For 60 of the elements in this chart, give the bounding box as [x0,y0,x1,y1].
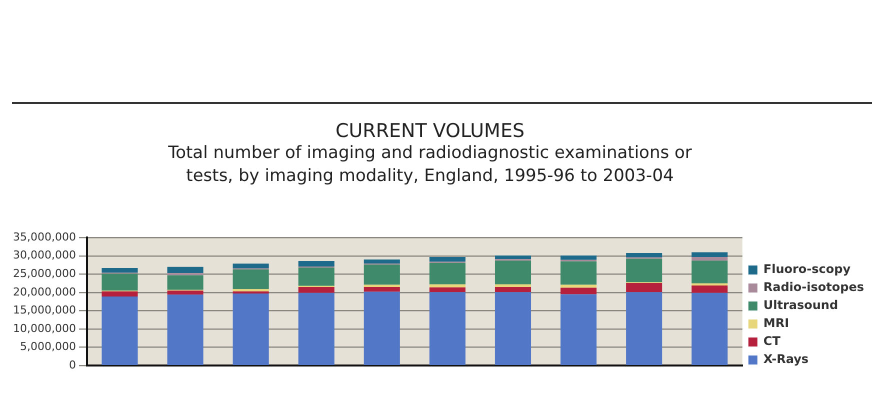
legend-label: Ultrasound [763,298,838,312]
bar [692,283,728,286]
bar [232,264,269,268]
bar [692,256,728,261]
bar [494,292,532,365]
bar [167,275,204,290]
legend-label: Fluoro-scopy [763,262,851,276]
legend-label: Radio-isotopes [763,280,864,294]
bar [102,296,138,365]
y-tick-label: 30,000,000 [12,248,76,262]
bar [298,286,334,293]
bar [692,286,728,293]
bar [560,294,597,365]
bar [298,292,334,365]
bar [429,284,466,288]
bar [494,256,532,260]
bar [232,291,269,294]
bar [298,268,334,286]
bar [429,262,466,284]
bar [692,260,728,284]
bar [167,290,204,295]
bar [560,261,597,285]
bar [494,260,532,284]
bar [494,284,532,287]
bar [364,260,400,264]
bar [626,292,662,365]
y-tick-label: 20,000,000 [12,285,76,298]
y-tick-label: 25,000,000 [12,267,76,280]
y-tick-label: 10,000,000 [12,322,76,335]
bar [626,258,662,282]
bar [560,256,597,260]
bar [102,291,138,296]
y-tick-label: 5,000,000 [20,340,76,354]
bar [692,292,728,365]
bar [560,288,597,294]
bar [364,286,400,292]
chart-title: CURRENT VOLUMES [334,120,526,142]
bar [298,261,334,266]
bar [167,294,204,365]
legend-label: CT [763,334,782,348]
bar [102,268,138,273]
bar [429,287,466,292]
legend-label: MRI [763,316,790,330]
bar [232,269,269,290]
bar [626,282,662,292]
bar [494,286,532,292]
bar [232,294,269,365]
y-tick-label: 35,000,000 [12,230,76,244]
y-tick-label: 0 [68,358,76,372]
bar [364,292,400,365]
bar [167,266,204,274]
bar [429,256,466,262]
y-tick-label: 15,000,000 [12,304,76,317]
chart-subtitle: Total number of imaging and radiodiagnostic examinations or tests, by imaging modality, England, 1995-96 to 2003-04 [167,142,693,188]
bar [692,252,728,257]
bar [429,292,466,365]
bar [626,252,662,258]
legend-label: X-Rays [763,352,809,366]
bar [102,274,138,291]
bar [364,264,400,285]
